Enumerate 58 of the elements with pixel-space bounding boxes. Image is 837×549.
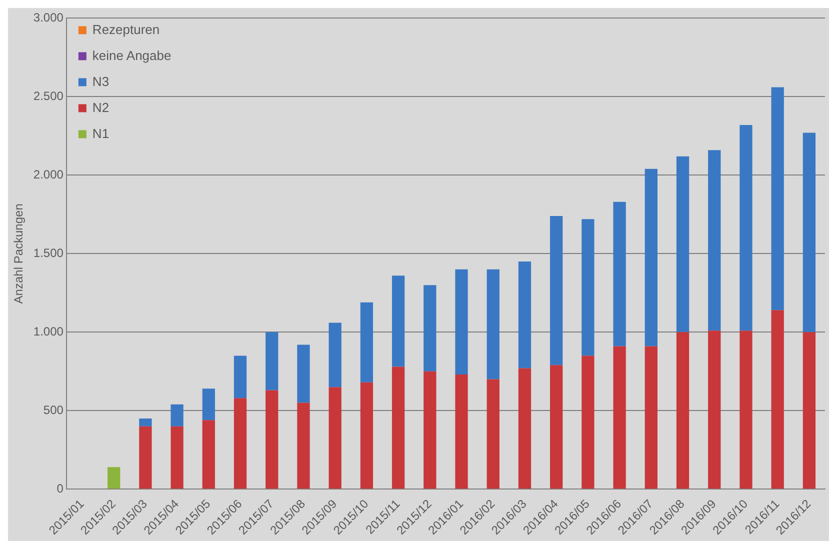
y-tick-label: 3.000 [33,10,64,25]
bar [360,302,374,382]
bar [108,467,120,489]
bar [234,398,247,489]
bar [708,330,721,489]
bar [518,262,532,368]
y-axis-title: Anzahl Packungen [12,204,26,304]
bar [328,322,342,388]
y-tick-label: 1.000 [33,324,64,338]
bar [518,368,532,489]
bar [455,269,468,375]
bar [202,388,215,420]
bar [613,202,626,346]
bar [740,330,752,489]
y-tick-label: 1.500 [33,246,64,260]
bar [771,87,784,310]
legend-label: N3 [92,74,110,89]
bar [582,356,594,489]
bar [455,374,468,489]
bar [644,168,658,346]
y-tick-label: 0 [56,481,64,496]
bar [202,420,215,489]
bar [266,332,278,390]
bar [613,346,626,489]
bar [170,426,184,489]
legend-label: N2 [92,100,110,115]
bar [297,402,310,489]
bar [392,366,405,489]
bar [676,156,690,332]
bar [297,344,310,403]
bar [139,418,152,426]
bar [708,150,721,331]
bar [644,346,658,489]
bar [266,390,278,489]
bar [392,276,405,367]
y-tick-label: 2.000 [33,167,64,182]
bar [360,382,374,489]
bar [170,404,184,426]
bar [139,426,152,489]
bar [550,365,563,489]
bar [771,310,784,489]
bar [328,387,342,489]
bar [802,332,816,489]
bar [234,356,247,398]
bar [486,379,500,489]
legend-label: N1 [92,126,110,141]
bar [740,124,752,331]
bar [802,132,816,332]
bar [486,269,500,380]
bar [550,216,563,366]
legend-label: keine Angabe [92,48,172,63]
bar [676,332,690,489]
y-tick-label: 500 [43,402,64,417]
y-tick-label: 2.500 [33,89,64,104]
bar [424,285,436,372]
legend-label: Rezepturen [92,22,160,37]
bar [424,371,436,489]
bar [582,219,594,356]
